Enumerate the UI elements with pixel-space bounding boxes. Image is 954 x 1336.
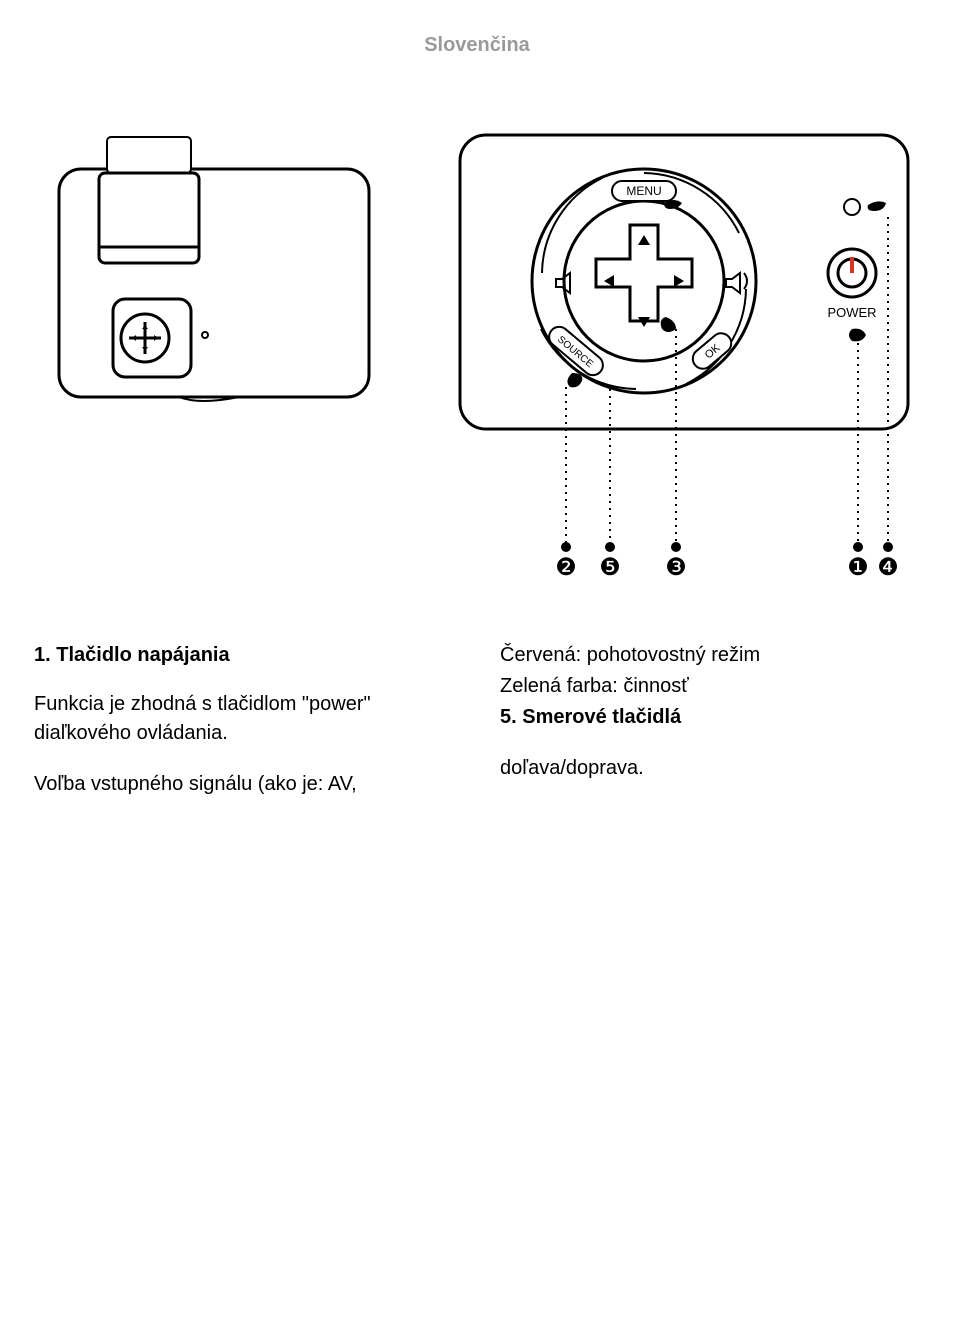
- right-p1: Červená: pohotovostný režim: [500, 641, 918, 670]
- callout-2: ❷: [555, 554, 577, 581]
- page-header: Slovenčina: [34, 34, 920, 57]
- figures-row: MENU SOURCE OK: [34, 129, 920, 581]
- left-device-figure: [34, 129, 394, 409]
- text-columns: 1. Tlačidlo napájania Funkcia je zhodná …: [34, 641, 920, 821]
- language-label: Slovenčina: [424, 34, 530, 56]
- right-p3: doľava/doprava.: [500, 754, 918, 783]
- left-device-svg: [49, 129, 379, 409]
- section-5-title: 5. Smerové tlačidlá: [500, 703, 918, 732]
- callout-4: ❹: [877, 554, 899, 581]
- menu-label: MENU: [626, 184, 661, 198]
- section-1-p1: Funkcia je zhodná s tlačidlom "power" di…: [34, 690, 452, 748]
- control-panel-figure: MENU SOURCE OK: [454, 129, 914, 581]
- page: Slovenčina: [0, 0, 954, 1336]
- power-label: POWER: [827, 305, 876, 320]
- control-panel-svg: MENU SOURCE OK: [454, 129, 914, 581]
- section-1-title: 1. Tlačidlo napájania: [34, 641, 452, 670]
- section-1-p2: Voľba vstupného signálu (ako je: AV,: [34, 770, 452, 799]
- callout-5: ❺: [599, 554, 621, 581]
- right-column: Červená: pohotovostný režim Zelená farba…: [500, 641, 918, 821]
- left-column: 1. Tlačidlo napájania Funkcia je zhodná …: [34, 641, 452, 821]
- right-p2: Zelená farba: činnosť: [500, 672, 918, 701]
- callout-3: ❸: [665, 554, 687, 581]
- callout-1: ❶: [847, 554, 869, 581]
